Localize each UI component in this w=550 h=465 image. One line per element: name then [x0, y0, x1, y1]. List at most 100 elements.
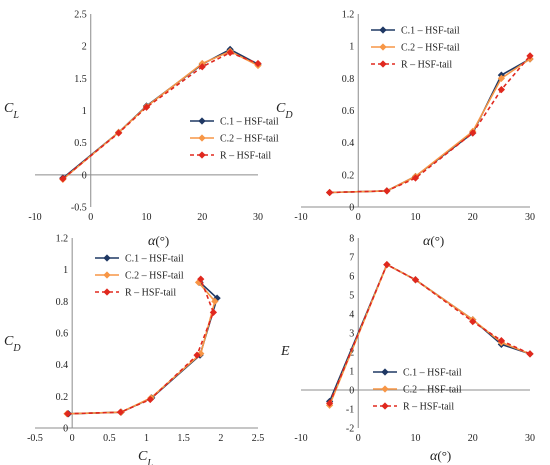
data-point-marker: [526, 52, 534, 60]
y-tick-label: 1: [349, 367, 354, 378]
data-point-marker: [497, 74, 505, 82]
legend-label: C.1 – HSF-tail: [220, 117, 279, 128]
x-tick-label: 0: [356, 212, 361, 223]
legend-marker: [103, 288, 111, 296]
y-axis-title: CD: [4, 334, 21, 354]
y-tick-label: 5: [349, 291, 354, 302]
legend-marker: [379, 60, 387, 68]
legend-marker: [381, 385, 389, 393]
y-tick-label: 0.8: [342, 74, 355, 85]
y-tick-label: 1.2: [342, 10, 355, 21]
x-tick-label: 20: [468, 433, 478, 444]
data-point-marker: [197, 275, 205, 283]
x-tick-label: 30: [253, 212, 263, 223]
series-line-2: [62, 50, 259, 180]
x-axis-title-unit: (°): [437, 448, 451, 463]
data-point-marker: [497, 336, 505, 345]
data-point-marker: [211, 297, 219, 305]
x-tick-label: 2.5: [252, 433, 265, 444]
x-tick-label: 30: [525, 433, 535, 444]
legend-marker: [381, 368, 389, 376]
y-tick-label: 0: [82, 170, 87, 181]
y-tick-label: -0.5: [71, 203, 87, 214]
x-tick-label: 10: [142, 212, 152, 223]
y-tick-label: 0.4: [56, 360, 69, 371]
legend-label: C.2 – HSF-tail: [403, 385, 462, 396]
data-point-marker: [142, 103, 151, 111]
y-tick-label: 0.6: [342, 106, 355, 117]
x-tick-label: 2: [218, 433, 223, 444]
y-axis-title-sub: D: [12, 343, 21, 354]
data-point-marker: [383, 260, 391, 269]
y-tick-label: 8: [349, 234, 354, 245]
series-line-2: [66, 281, 216, 415]
data-point-marker: [497, 85, 505, 94]
data-point-marker: [116, 408, 125, 416]
x-tick-label: -0.5: [27, 433, 43, 444]
y-tick-label: 6: [349, 272, 354, 283]
y-axis-title-sub: L: [12, 110, 19, 121]
series-line-1: [68, 281, 218, 415]
y-tick-label: 2.5: [74, 10, 87, 21]
x-tick-label: 0.5: [103, 433, 116, 444]
y-axis-title: CD: [276, 101, 293, 121]
data-point-marker: [59, 175, 67, 183]
y-axis-title-main: C: [4, 334, 14, 349]
y-tick-label: 1: [63, 265, 68, 276]
x-axis-title: α(°): [423, 233, 444, 249]
y-tick-label: 7: [349, 253, 354, 264]
data-point-marker: [146, 395, 154, 404]
y-tick-label: 2: [82, 42, 87, 53]
y-axis-title-main: C: [276, 101, 286, 116]
data-point-marker: [469, 129, 477, 137]
data-point-marker: [193, 351, 201, 359]
x-tick-label: 10: [411, 212, 421, 223]
x-tick-label: 20: [468, 212, 478, 223]
x-tick-label: 30: [525, 212, 535, 223]
x-axis-title-main: α: [423, 234, 431, 249]
x-tick-label: 0: [88, 212, 93, 223]
data-point-marker: [411, 174, 420, 182]
series-line-3: [329, 55, 531, 194]
legend-marker: [379, 43, 387, 51]
data-point-marker: [115, 129, 123, 137]
y-tick-label: 0.2: [56, 392, 69, 403]
data-point-marker: [411, 276, 420, 284]
y-tick-label: 0.4: [342, 138, 355, 149]
series-line-3: [328, 263, 531, 404]
x-axis-title-main: C: [138, 449, 148, 464]
y-tick-label: 0: [63, 424, 68, 435]
y-tick-label: 4: [349, 310, 354, 321]
y-tick-label: 0.2: [342, 170, 355, 181]
y-axis-title: E: [280, 344, 290, 359]
x-tick-label: -10: [28, 212, 41, 223]
series-line-3: [67, 278, 215, 415]
y-axis-title: CL: [4, 101, 19, 121]
legend-marker: [198, 151, 206, 159]
legend: C.1 – HSF-tail C.2 – HSF-tail R – HSF-tail: [371, 26, 460, 71]
y-axis-title-main: C: [4, 101, 14, 116]
x-axis-title-sub: L: [146, 458, 153, 465]
legend-marker: [379, 26, 387, 34]
y-tick-label: 0.8: [56, 297, 69, 308]
data-point-marker: [254, 59, 262, 68]
legend-label: C.2 – HSF-tail: [220, 134, 279, 145]
legend: C.1 – HSF-tail C.2 – HSF-tail R – HSF-tail: [190, 117, 279, 162]
y-axis-title-sub: D: [284, 110, 293, 121]
legend-marker: [103, 254, 111, 262]
legend-marker: [198, 117, 206, 125]
x-axis-title: α(°): [148, 233, 169, 249]
x-tick-label: 0: [356, 433, 361, 444]
x-axis-title-main: α: [430, 449, 438, 464]
legend-label: R – HSF-tail: [220, 151, 271, 162]
y-tick-label: 1.5: [74, 74, 87, 85]
x-tick-label: 1.5: [177, 433, 190, 444]
x-tick-label: -10: [294, 212, 307, 223]
legend-label: R – HSF-tail: [403, 402, 454, 413]
data-point-marker: [326, 399, 334, 407]
chart-panel-3: -0.5 0 0.5 1 1.5 2 2.500.20.40.60.811.2CDCLC.1…: [4, 234, 264, 465]
